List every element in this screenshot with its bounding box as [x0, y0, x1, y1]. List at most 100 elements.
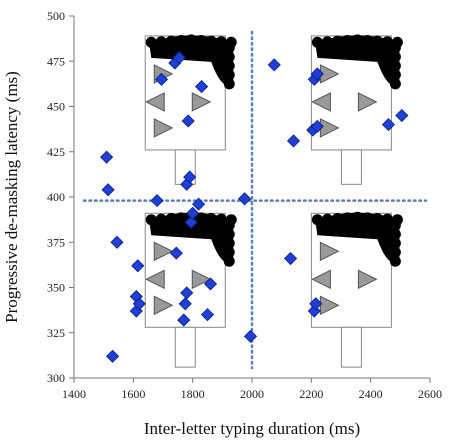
hair-bump: [361, 212, 373, 224]
hair-bump: [223, 237, 235, 249]
hair-bump: [341, 35, 353, 47]
data-point: [106, 349, 120, 363]
hair-bump: [175, 212, 187, 224]
hair-bump: [205, 35, 217, 47]
data-point: [310, 67, 324, 81]
hair-bump: [175, 35, 187, 47]
hair-bump: [165, 212, 177, 224]
hair-bump: [155, 36, 167, 48]
y-axis-title: Progressive de-masking latency (ms): [2, 71, 21, 323]
hair-bump: [223, 219, 235, 231]
hair-bump: [389, 51, 401, 63]
hair-bump: [223, 51, 235, 63]
y-tick-label: 300: [47, 371, 65, 385]
x-tick-label: 2600: [418, 387, 442, 401]
hair-bump: [389, 228, 401, 240]
hair-bump: [389, 237, 401, 249]
y-tick-label: 325: [47, 326, 65, 340]
data-point: [395, 108, 409, 123]
hair-bump: [155, 213, 167, 225]
data-point: [169, 246, 183, 260]
data-point: [110, 235, 124, 249]
data-point: [381, 118, 396, 132]
hair-bump: [223, 246, 235, 258]
data-point: [100, 150, 114, 164]
hair-bump: [389, 255, 401, 267]
face-hair: [315, 212, 400, 264]
y-tick-label: 425: [47, 145, 65, 159]
x-axis-title: Inter-letter typing duration (ms): [144, 419, 360, 438]
hair-bump: [361, 35, 373, 47]
face-triangle: [153, 295, 174, 316]
hair-bump: [331, 35, 343, 47]
face-stem: [174, 326, 196, 368]
hair-bump: [321, 36, 333, 48]
data-point: [284, 251, 298, 266]
reference-lines: [82, 30, 428, 370]
face-triangle: [153, 241, 174, 262]
face-hair: [149, 212, 234, 264]
face-hair: [149, 35, 234, 87]
data-point: [186, 206, 200, 220]
hair-bump: [321, 213, 333, 225]
hair-bump: [389, 69, 401, 81]
hair-bump: [205, 212, 217, 224]
hair-bump: [195, 35, 207, 47]
face-bottom-left: [144, 211, 237, 368]
data-point: [310, 119, 324, 133]
data-point: [132, 297, 146, 311]
axes: 1400 1600 1800 2000 2200 2400 2600 300 325 350 375…: [47, 9, 442, 401]
data-point: [183, 170, 197, 184]
x-tick-label: 2200: [299, 387, 323, 401]
face-top-left: [144, 34, 237, 185]
face-triangle: [311, 269, 331, 290]
hair-bump: [341, 212, 353, 224]
hair-bump: [351, 34, 363, 46]
face-triangle: [191, 92, 212, 112]
data-point: [238, 192, 252, 206]
data-point: [309, 297, 323, 311]
data-point: [203, 277, 218, 291]
y-tick-label: 500: [47, 9, 65, 23]
hair-bump: [389, 219, 401, 231]
hair-bump: [351, 211, 363, 223]
data-point: [195, 80, 209, 94]
data-point: [267, 58, 281, 72]
hair-bump: [145, 36, 157, 48]
face-triangle: [357, 269, 378, 290]
hair-bump: [215, 213, 227, 225]
face-triangle: [145, 92, 165, 112]
hair-bump: [331, 212, 343, 224]
hair-bump: [381, 36, 393, 48]
hair-bump: [215, 36, 227, 48]
hair-bump: [389, 246, 401, 258]
face-triangle: [357, 92, 378, 112]
hair-bump: [389, 60, 401, 72]
hair-bump: [165, 35, 177, 47]
hair-bump: [371, 35, 383, 47]
data-point: [172, 51, 186, 65]
face-top-right: [310, 34, 403, 185]
hair-bump: [311, 214, 323, 226]
face-triangle: [191, 269, 212, 290]
data-point: [101, 183, 115, 197]
hair-bump: [195, 212, 207, 224]
data-point: [154, 72, 169, 86]
face-stem: [340, 326, 362, 368]
data-point: [286, 134, 301, 148]
data-point: [150, 194, 164, 208]
hair-bump: [223, 69, 235, 81]
face-triangle: [153, 118, 174, 138]
hair-bump: [223, 228, 235, 240]
data-point: [200, 308, 215, 322]
hair-bump: [371, 212, 383, 224]
hair-bump: [185, 34, 197, 46]
face-hair: [315, 35, 400, 87]
data-point: [181, 114, 195, 128]
x-tick-label: 1600: [121, 387, 145, 401]
face-triangle: [145, 269, 165, 290]
hair-bump: [145, 214, 157, 226]
y-tick-label: 475: [47, 54, 65, 68]
y-tick-label: 450: [47, 100, 65, 114]
